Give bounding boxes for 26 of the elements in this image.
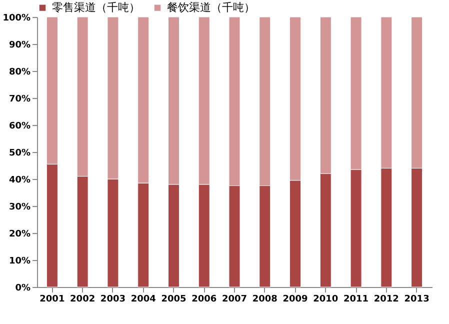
legend-label: 零售渠道（千吨） [52,0,140,14]
y-tick-label: 100% [2,14,30,24]
y-tick-label: 0% [15,284,30,294]
x-tick-label: 2013 [404,294,430,304]
x-tick-label: 2004 [130,294,156,304]
y-tick-label: 50% [8,148,30,158]
x-tick-label: 2006 [192,294,217,304]
y-tick-label: 60% [8,122,30,132]
x-tick-label: 2011 [344,294,369,304]
x-tick-label: 2001 [40,294,65,304]
legend-label: 餐饮渠道（千吨） [167,0,255,14]
y-tick-label: 80% [8,68,30,78]
y-tick-label: 20% [8,230,30,240]
y-tick-label: 30% [8,202,30,212]
x-tick-label: 2007 [222,294,248,304]
y-tick-label: 40% [8,176,30,186]
x-tick-label: 2008 [252,294,278,304]
x-tick-label: 2003 [100,294,126,304]
y-tick-label: 10% [8,256,30,266]
x-tick-label: 2012 [374,294,399,304]
y-tick-label: 90% [8,40,30,50]
x-tick-label: 2005 [161,294,186,304]
y-tick-label: 70% [8,94,30,104]
x-tick-label: 2009 [282,294,308,304]
x-tick-label: 2002 [70,294,96,304]
x-tick-label: 2010 [313,294,338,304]
